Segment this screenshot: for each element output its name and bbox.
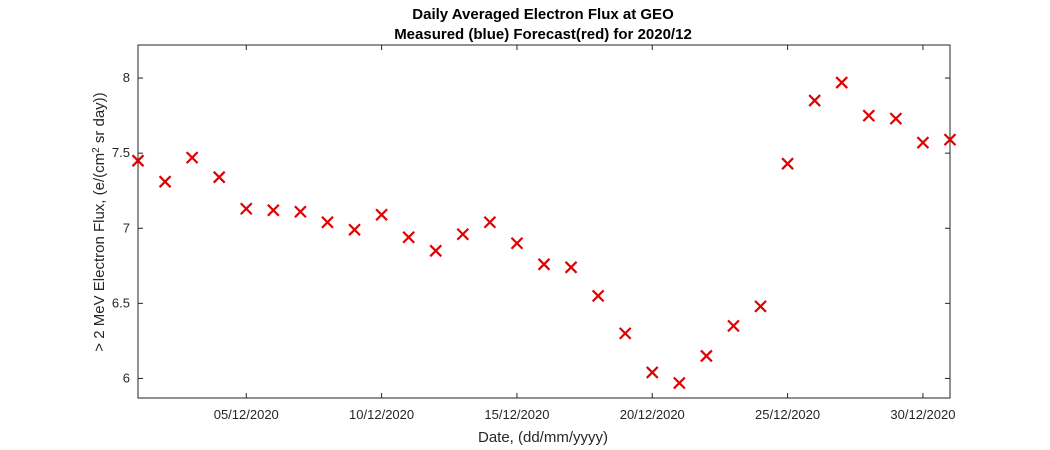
data-point-stroke [158, 175, 172, 188]
data-point-stroke [375, 208, 388, 222]
x-tick-label: 10/12/2020 [349, 407, 414, 422]
data-point-stroke [645, 366, 659, 379]
data-point [158, 175, 172, 188]
plot-area [137, 44, 951, 399]
data-point-stroke [537, 258, 551, 271]
data-point-stroke [348, 223, 361, 237]
data-point [239, 202, 253, 216]
data-point-stroke [131, 154, 145, 167]
data-point [591, 289, 605, 303]
data-point [618, 327, 632, 340]
data-point-stroke [862, 109, 876, 122]
data-point [456, 227, 470, 241]
data-point [294, 205, 307, 219]
data-point [754, 300, 767, 313]
data-point-stroke [673, 376, 686, 390]
data-point [483, 215, 497, 229]
data-point-stroke [754, 300, 767, 313]
x-tick-label: 05/12/2020 [214, 407, 279, 422]
data-point-stroke [212, 170, 226, 184]
data-point-stroke [727, 319, 740, 333]
chart-title-line2: Measured (blue) Forecast(red) for 2020/1… [394, 26, 692, 43]
data-point [185, 151, 199, 164]
data-point-stroke [808, 94, 821, 107]
chart-title-line1: Daily Averaged Electron Flux at GEO [412, 6, 674, 23]
y-axis-label-suffix: sr day)) [91, 92, 108, 147]
data-point-stroke [294, 205, 307, 219]
y-axis-label-prefix: > 2 MeV Electron Flux, (e/(cm [91, 153, 108, 352]
data-point-stroke [916, 136, 930, 149]
data-point-stroke [943, 133, 957, 146]
data-point-stroke [700, 349, 713, 363]
data-markers [131, 76, 957, 390]
data-point-stroke [889, 112, 903, 125]
axis-ticks [138, 45, 950, 398]
data-point-stroke [618, 327, 632, 340]
data-point [889, 112, 903, 125]
data-point [727, 319, 740, 333]
y-tick-label: 7.5 [112, 145, 130, 160]
data-point [781, 157, 794, 170]
x-tick-labels: 05/12/2020 10/12/2020 15/12/2020 20/12/2020… [214, 407, 956, 422]
data-point-stroke [456, 227, 470, 241]
data-point [267, 203, 280, 217]
data-point [808, 94, 821, 107]
data-point [510, 237, 524, 250]
data-point [916, 136, 930, 149]
data-point [348, 223, 361, 237]
data-point [943, 133, 957, 146]
y-tick-label: 6 [123, 370, 130, 385]
data-point [321, 215, 334, 229]
data-point-stroke [429, 244, 443, 258]
data-point [862, 109, 876, 122]
data-point-stroke [267, 203, 280, 217]
data-point [564, 261, 578, 274]
x-tick-label: 15/12/2020 [484, 407, 549, 422]
data-point [402, 230, 415, 244]
data-point-stroke [591, 289, 605, 303]
data-point [835, 76, 849, 89]
data-point [537, 258, 551, 271]
data-point-stroke [185, 151, 199, 164]
y-tick-label: 7 [123, 220, 130, 235]
y-axis-label-sup: 2 [91, 147, 102, 153]
x-tick-label: 30/12/2020 [890, 407, 955, 422]
y-tick-labels: 6 6.5 7 7.5 8 [112, 70, 130, 385]
x-tick-label: 25/12/2020 [755, 407, 820, 422]
x-axis-label: Date, (dd/mm/yyyy) [478, 429, 608, 446]
data-point [212, 170, 226, 184]
data-point [375, 208, 388, 222]
data-point-stroke [564, 261, 578, 274]
y-tick-label: 6.5 [112, 295, 130, 310]
data-point-stroke [239, 202, 253, 216]
data-point-stroke [835, 76, 849, 89]
y-tick-label: 8 [123, 70, 130, 85]
data-point [700, 349, 713, 363]
data-point [429, 244, 443, 258]
data-point-stroke [483, 215, 497, 229]
data-point-stroke [321, 215, 334, 229]
y-axis-label: > 2 MeV Electron Flux, (e/(cm2 sr day)) [91, 92, 109, 351]
data-point [131, 154, 145, 167]
data-point-stroke [510, 237, 524, 250]
x-tick-label: 20/12/2020 [620, 407, 685, 422]
data-point [673, 376, 686, 390]
data-point [645, 366, 659, 379]
data-point-stroke [402, 230, 415, 244]
data-point-stroke [781, 157, 794, 170]
